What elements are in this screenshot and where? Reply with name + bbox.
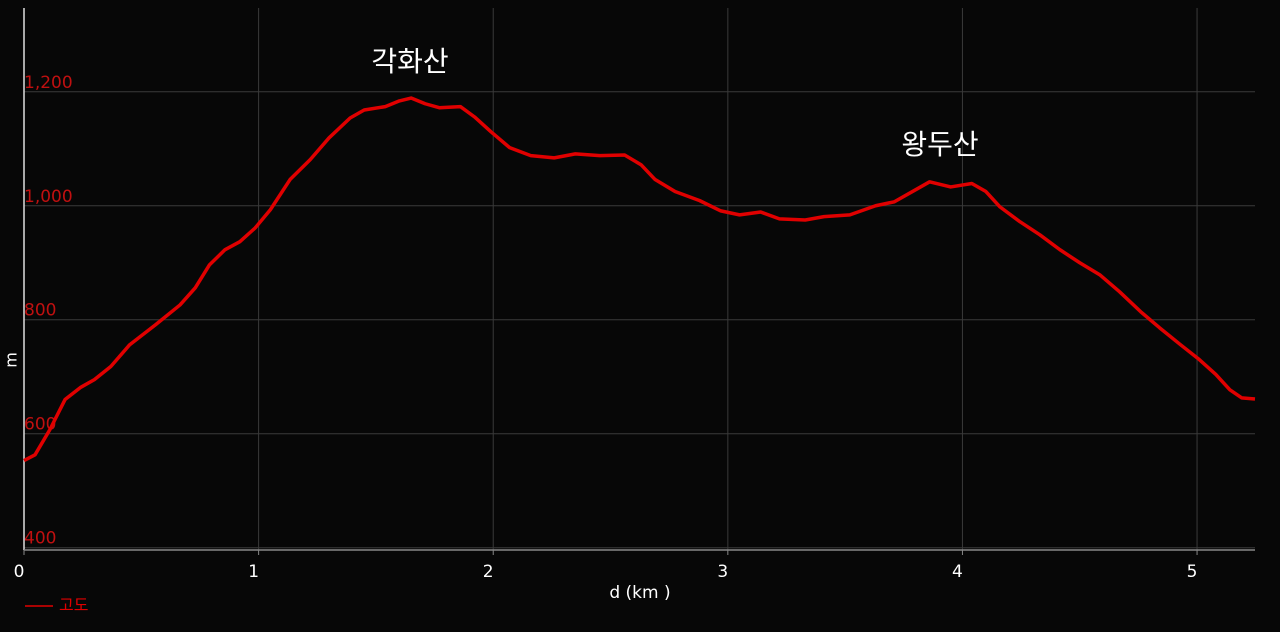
x-tick-label: 0	[14, 562, 25, 582]
x-tick-label: 3	[717, 562, 728, 582]
peak-annotation: 왕두산	[901, 128, 978, 161]
legend-label: 고도	[59, 596, 88, 615]
y-tick-label: 1,200	[24, 73, 73, 93]
x-axis-label: d (km )	[609, 583, 670, 603]
elevation-line	[23, 96, 1256, 463]
y-tick-label: 1,000	[24, 187, 73, 207]
peak-annotation: 각화산	[371, 45, 448, 78]
x-tick-label: 2	[483, 562, 494, 582]
x-tick-label: 4	[952, 562, 963, 582]
y-tick-label: 800	[24, 301, 56, 321]
x-tick-label: 5	[1187, 562, 1198, 582]
y-axis-label: m	[2, 352, 21, 368]
x-tick-label: 1	[248, 562, 259, 582]
y-tick-label: 400	[24, 529, 56, 549]
